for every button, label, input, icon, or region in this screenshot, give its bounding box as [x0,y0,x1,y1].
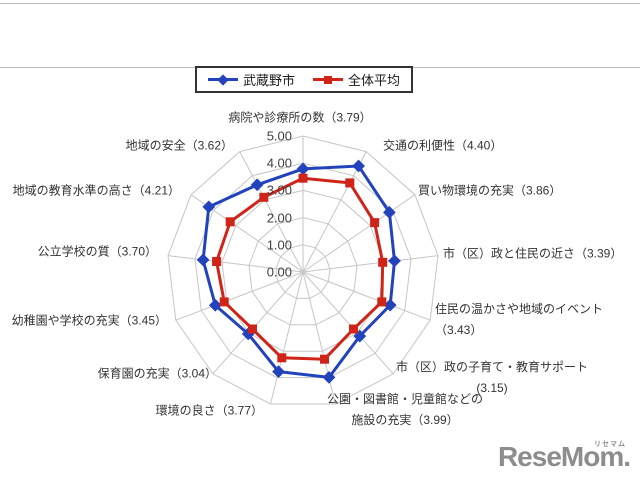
radar-spoke [175,271,304,321]
radial-tick-label: 2.00 [266,210,292,226]
legend-item-average: 全体平均 [313,70,400,89]
radar-spoke [270,271,304,405]
legend-line-sample-red [313,75,343,84]
resemom-logo-ruby: リセマム [594,441,626,448]
diamond-data-marker [383,206,396,219]
axis-category-label: 地域の教育水準の高さ（4.21） [12,183,180,198]
diamond-data-marker [272,365,285,378]
legend-label-average: 全体平均 [348,73,401,88]
series-line-average [215,176,385,361]
radar-grid-ring [275,244,331,299]
square-data-marker [320,354,329,364]
axis-category-label: 公園・図書館・児童館などの 施設の充実（3.99） [326,392,484,427]
square-data-marker [370,218,380,228]
radar-grid-ring [248,217,358,326]
axis-category-label: 市（区）政と住民の近さ（3.39） [443,246,623,261]
radar-spoke [302,271,394,375]
square-data-marker [225,217,235,227]
square-data-marker [212,257,222,266]
diamond-data-marker [383,298,397,312]
axis-category-label: 市（区）政の子育て・教育サポート (3.15) [396,360,589,395]
resemom-logo-text: ReseMom [497,441,624,472]
series-line-musashino [201,164,397,379]
axis-category-label: 住民の温かさや地域のイベント（3.43） [435,302,604,337]
diamond-data-marker [296,162,310,176]
radar-spoke [302,194,416,273]
square-data-marker [259,192,269,202]
resemom-logo-dot: . [623,441,631,472]
legend-line-sample-blue [207,73,238,86]
square-data-marker [298,173,308,183]
radial-tick-label: 1.00 [266,237,292,253]
diamond-data-marker [352,159,365,173]
axis-category-label: 地域の安全（3.62） [125,138,233,153]
radar-spoke [302,255,439,273]
diamond-data-marker [196,253,210,267]
chart-legend: 武蔵野市 全体平均 [195,66,413,93]
radar-spoke [239,151,304,273]
square-marker-icon [324,75,332,84]
radar-grid-ring [221,189,385,352]
axis-category-label: 公立学校の質（3.70） [37,244,157,259]
axis-category-label: 買い物環境の充実（3.86） [418,183,562,198]
radar-grid-ring [167,135,439,405]
axis-category-label: 交通の利便性（4.40） [383,138,503,153]
diamond-data-marker [250,178,264,192]
square-data-marker [219,297,229,307]
radar-spoke [302,271,431,321]
legend-item-musashino: 武蔵野市 [207,70,295,89]
square-data-marker [277,353,287,363]
radial-tick-label: 4.00 [266,155,292,171]
top-border-line [0,3,640,4]
radial-tick-label: 0.00 [266,264,292,280]
diamond-data-marker [208,298,222,312]
square-data-marker [377,297,387,307]
radar-spoke [212,271,304,375]
radar-spoke [167,255,304,273]
radar-spoke [302,271,336,405]
square-data-marker [345,178,355,188]
radial-tick-label: 5.00 [266,128,292,144]
square-data-marker [349,324,358,334]
axis-category-label: 環境の良さ（3.77） [155,403,263,418]
diamond-data-marker [322,371,336,384]
axis-category-label: 保育園の充実（3.04） [97,366,217,381]
diamond-data-marker [388,254,401,268]
axis-category-label: 病院や診療所の数（3.79） [228,110,372,125]
radial-tick-label: 3.00 [266,182,292,198]
square-data-marker [378,257,388,267]
resemom-logo: リセマム ReseMom. [497,441,631,473]
square-data-marker [248,324,257,334]
radar-grid-ring [194,162,412,379]
axis-category-label: 幼稚園や学校の充実（3.45） [11,313,167,328]
legend-label-musashino: 武蔵野市 [242,73,295,88]
diamond-data-marker [202,200,216,214]
radar-spoke [302,151,367,273]
